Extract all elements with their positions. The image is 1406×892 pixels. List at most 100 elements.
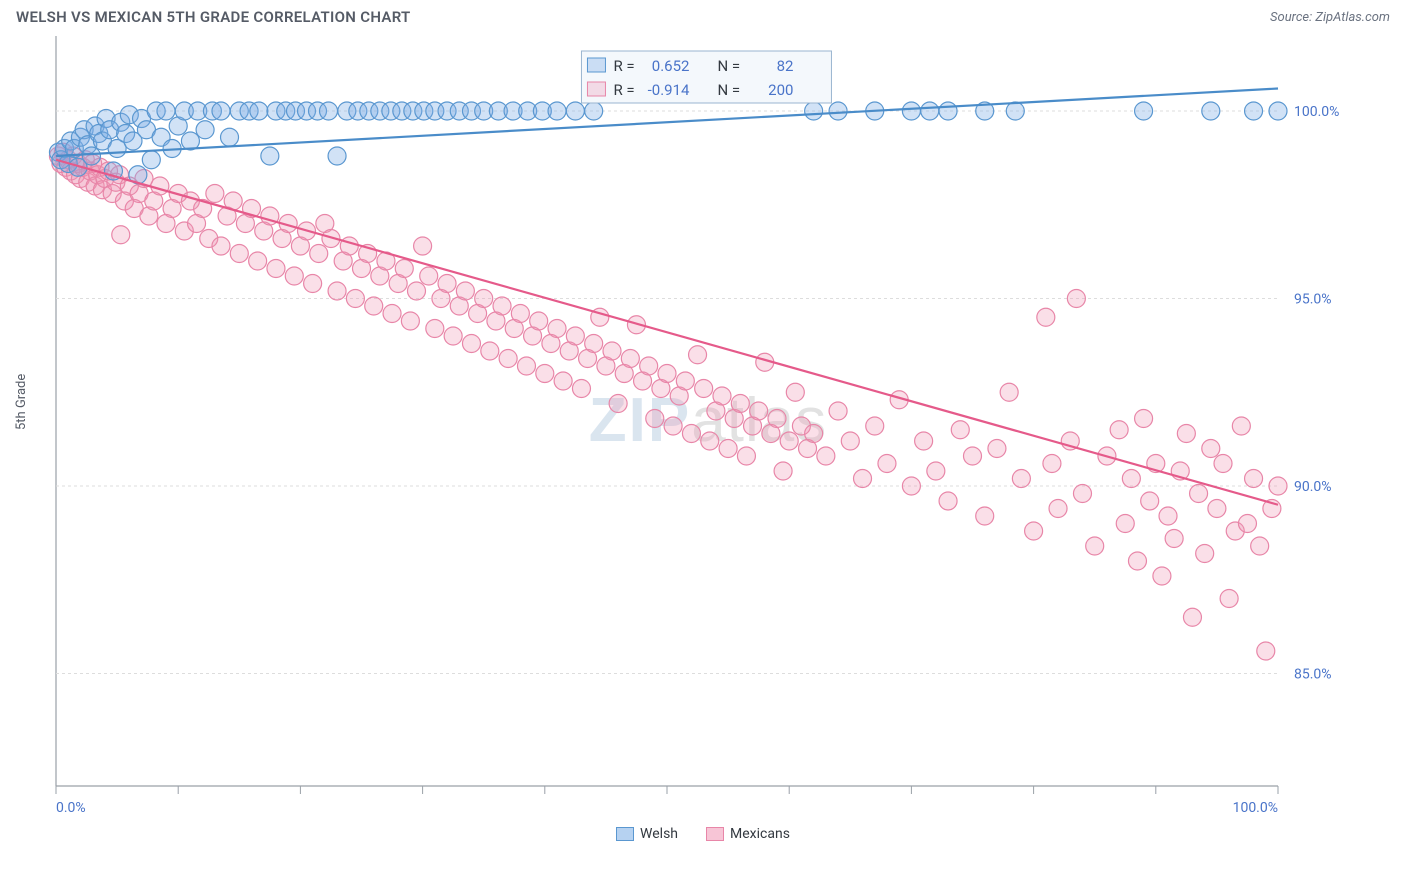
y-tick-label: 95.0% [1294,292,1332,308]
data-point [1257,642,1275,660]
data-point [1135,410,1153,428]
data-point [499,350,517,368]
y-axis-label: 5th Grade [14,374,29,430]
data-point [328,147,346,165]
data-point [1202,440,1220,458]
data-point [221,128,239,146]
data-point [414,237,432,255]
data-point [1135,102,1153,120]
legend-swatch [587,82,605,96]
data-point [1251,537,1269,555]
data-point [1012,470,1030,488]
data-point [285,267,303,285]
correlation-legend-box: R =0.652N =82R =-0.914N =200 [581,51,831,103]
data-point [866,417,884,435]
legend-n-value: 82 [777,57,794,75]
data-point [585,335,603,353]
data-point [438,275,456,293]
legend-label: Welsh [640,826,678,842]
data-point [731,395,749,413]
data-point [988,440,1006,458]
data-point [768,410,786,428]
data-point [1190,485,1208,503]
data-point [737,447,755,465]
y-tick-label: 90.0% [1294,479,1332,495]
data-point [1049,500,1067,518]
data-point [250,102,268,120]
data-point [964,447,982,465]
data-point [854,470,872,488]
data-point [921,102,939,120]
data-point [1067,290,1085,308]
data-point [719,440,737,458]
data-point [841,432,859,450]
data-point [701,432,719,450]
y-tick-label: 100.0% [1294,104,1339,120]
data-point [1245,102,1263,120]
legend-swatch [587,58,605,72]
data-point [511,305,529,323]
data-point [426,320,444,338]
data-point [444,327,462,345]
legend-r-value: -0.914 [648,81,690,99]
bottom-legend: WelshMexicans [0,820,1406,842]
data-point [196,121,214,139]
data-point [1208,500,1226,518]
data-point [1177,425,1195,443]
data-point [902,102,920,120]
data-point [951,421,969,439]
data-point [927,462,945,480]
data-point [1165,530,1183,548]
data-point [365,297,383,315]
data-point [676,372,694,390]
data-point [1202,102,1220,120]
data-point [1245,470,1263,488]
chart-area: 100.0%95.0%90.0%85.0%0.0%100.0%ZIPatlasR… [48,30,1390,820]
data-point [328,282,346,300]
data-point [1110,421,1128,439]
data-point [1238,515,1256,533]
data-point [1122,470,1140,488]
data-point [689,346,707,364]
data-point [572,380,590,398]
data-point [780,432,798,450]
data-point [902,477,920,495]
data-point [1269,477,1287,495]
chart-source: Source: ZipAtlas.com [1270,10,1390,25]
data-point [976,507,994,525]
data-point [829,402,847,420]
data-point [230,245,248,263]
data-point [1006,102,1024,120]
data-point [1073,485,1091,503]
data-point [774,462,792,480]
data-point [1159,507,1177,525]
data-point [493,297,511,315]
data-point [658,365,676,383]
data-point [554,372,572,390]
data-point [548,102,566,120]
data-point [530,312,548,330]
data-point [395,260,413,278]
data-point [566,327,584,345]
data-point [481,342,499,360]
data-point [320,102,338,120]
data-point [475,290,493,308]
data-point [939,102,957,120]
data-point [1196,545,1214,563]
data-point [829,102,847,120]
legend-r-value: 0.652 [652,57,690,75]
data-point [157,102,175,120]
legend-n-label: N = [717,81,740,99]
data-point [517,357,535,375]
data-point [1232,417,1250,435]
y-tick-label: 85.0% [1294,667,1332,683]
data-point [1128,552,1146,570]
data-point [261,147,279,165]
data-point [817,447,835,465]
data-point [713,387,731,405]
data-point [142,151,160,169]
data-point [1153,567,1171,585]
data-point [456,282,474,300]
data-point [212,102,230,120]
data-point [603,342,621,360]
